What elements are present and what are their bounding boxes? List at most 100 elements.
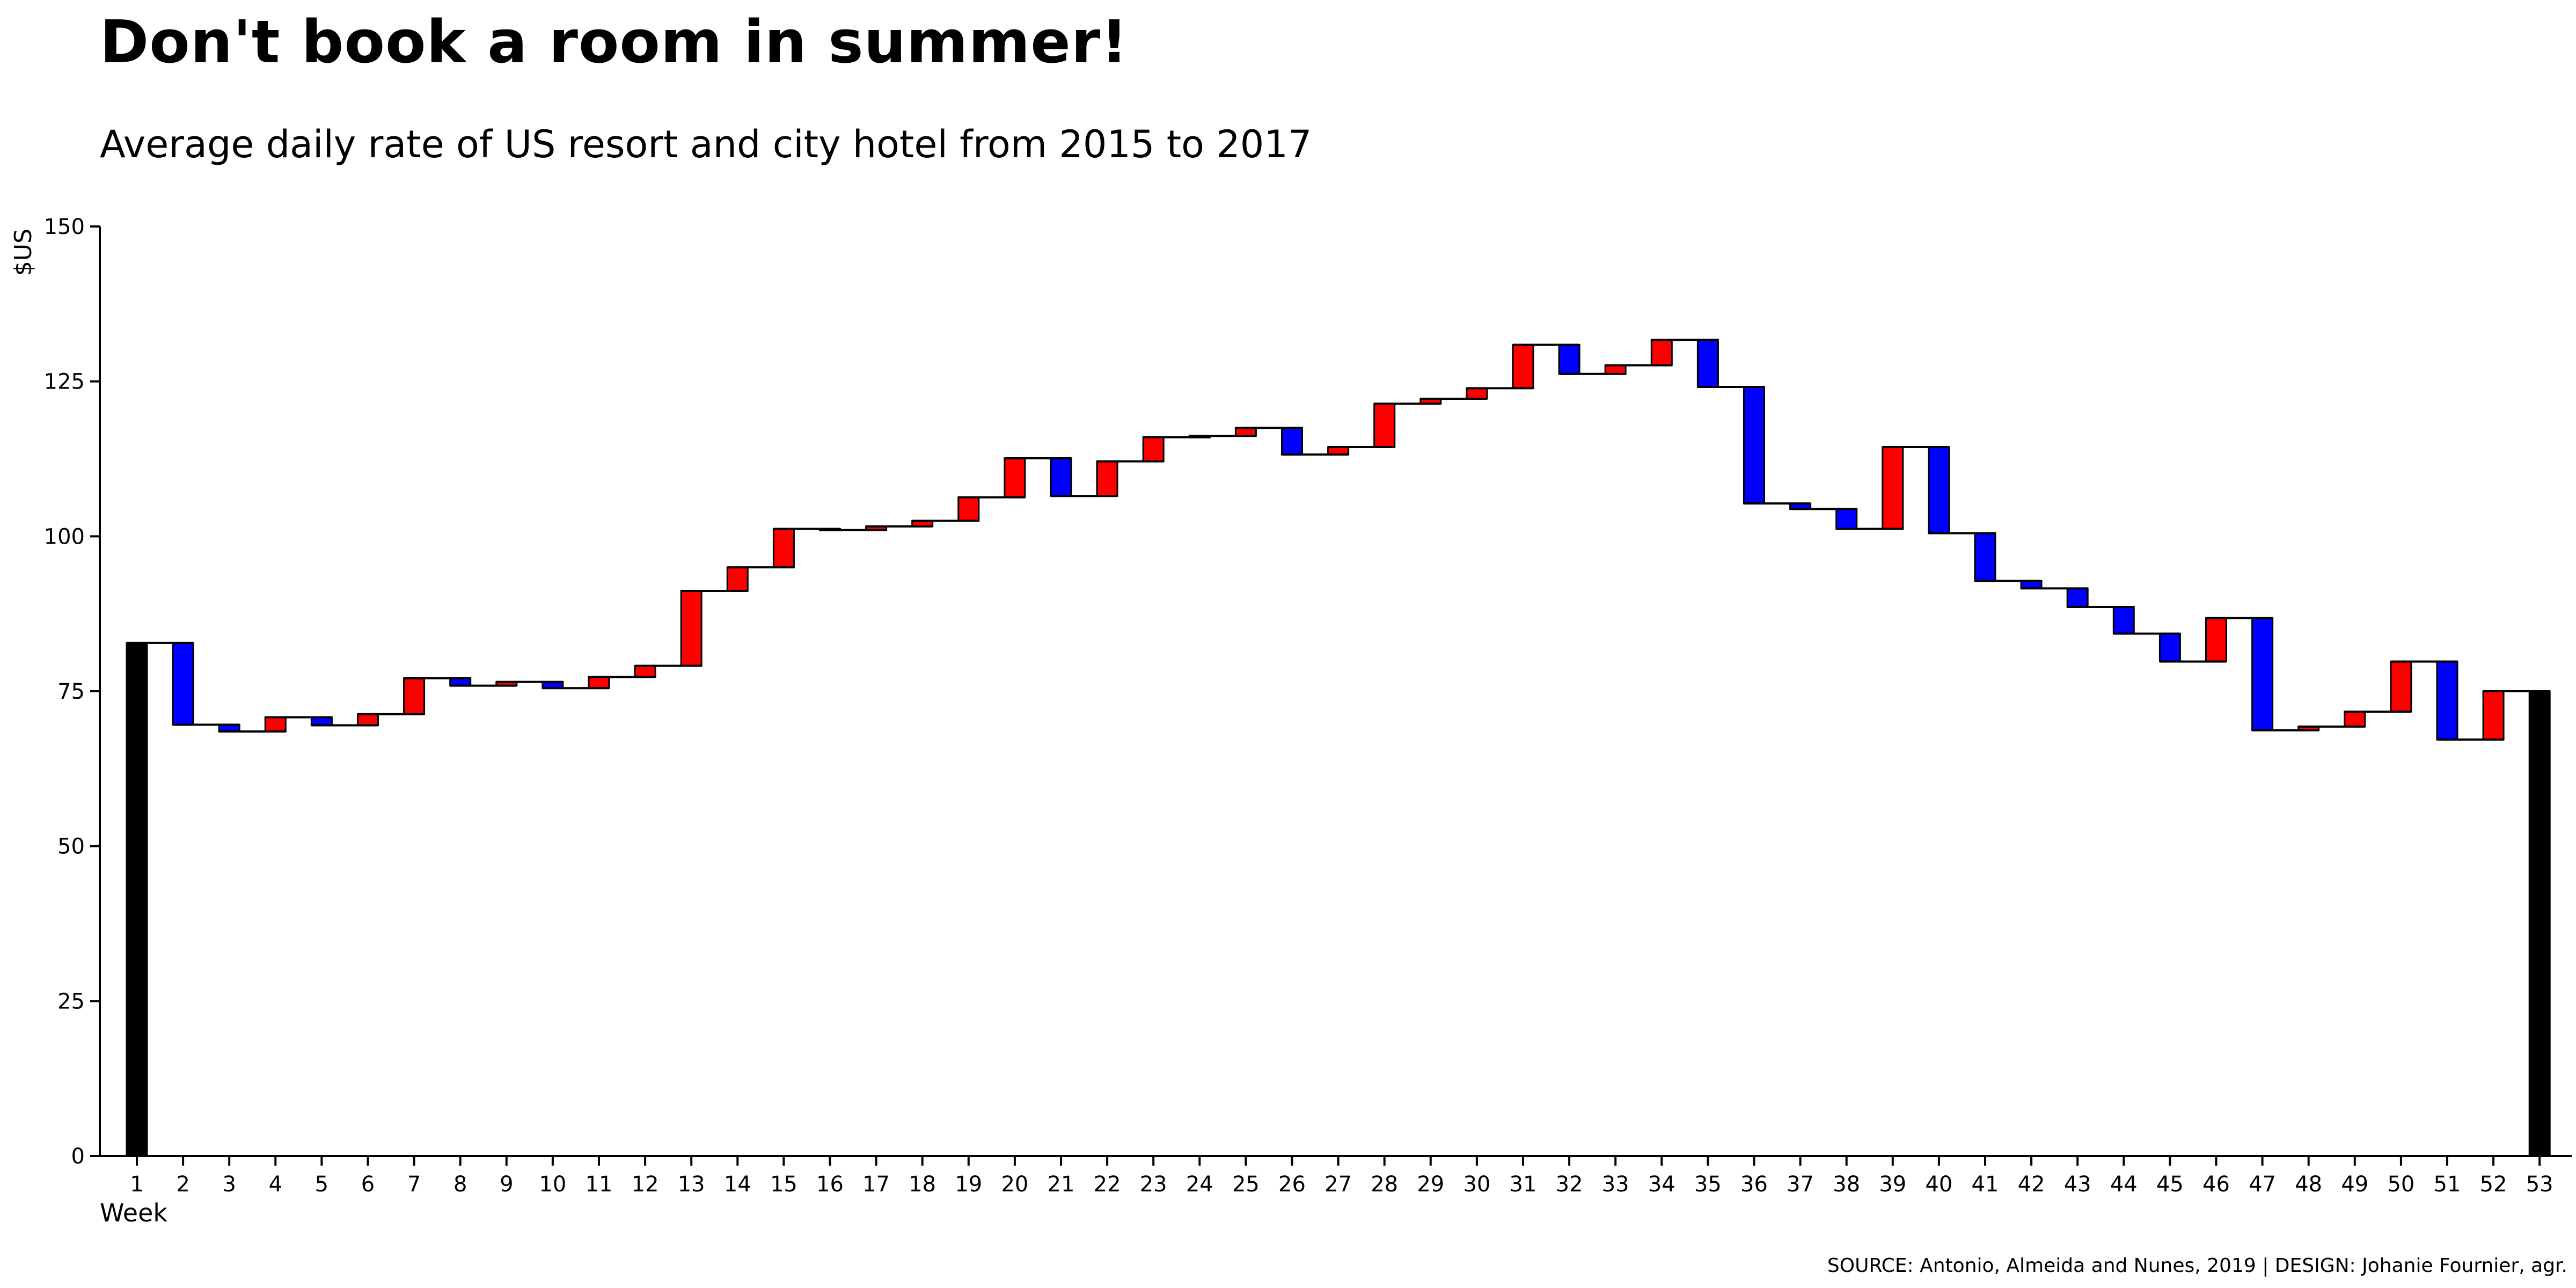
increase-bar [2390, 661, 2412, 713]
x-axis-label: Week [100, 1198, 167, 1227]
x-tick-label: 34 [1648, 1172, 1675, 1197]
x-tick-label: 23 [1140, 1172, 1167, 1197]
y-tick-label: 125 [44, 370, 85, 394]
y-axis-label: $US [10, 229, 37, 276]
x-tick-label: 38 [1833, 1172, 1860, 1197]
x-tick-label: 27 [1324, 1172, 1352, 1197]
increase-bar [1096, 460, 1118, 497]
decrease-bar [2020, 580, 2043, 589]
x-tick-label: 19 [955, 1172, 982, 1197]
decrease-bar [1558, 344, 1580, 375]
increase-bar [957, 496, 980, 522]
x-tick-label: 37 [1787, 1172, 1814, 1197]
increase-bar [2482, 690, 2505, 741]
x-tick-label: 32 [1556, 1172, 1583, 1197]
increase-bar [1004, 457, 1026, 499]
x-tick-label: 7 [407, 1172, 421, 1197]
x-tick-label: 35 [1694, 1172, 1722, 1197]
x-tick-label: 44 [2110, 1172, 2138, 1197]
x-tick-label: 46 [2202, 1172, 2230, 1197]
increase-bar [1650, 339, 1673, 367]
x-tick-label: 14 [724, 1172, 751, 1197]
increase-bar [588, 676, 610, 689]
x-tick-label: 13 [678, 1172, 705, 1197]
x-tick-label: 2 [176, 1172, 189, 1197]
total-bar [2528, 690, 2551, 1157]
decrease-bar [1974, 532, 1996, 582]
x-tick-label: 39 [1879, 1172, 1906, 1197]
decrease-bar [2251, 617, 2274, 731]
x-tick-label: 36 [1740, 1172, 1768, 1197]
x-tick-label: 41 [1972, 1172, 1999, 1197]
decrease-bar [310, 716, 333, 727]
x-tick-label: 30 [1463, 1172, 1490, 1197]
x-tick-label: 42 [2018, 1172, 2045, 1197]
increase-bar [264, 716, 287, 733]
increase-bar [1882, 446, 1904, 530]
x-tick-label: 29 [1417, 1172, 1444, 1197]
x-tick-label: 53 [2526, 1172, 2553, 1197]
chart-title: Don't book a room in summer! [100, 8, 1129, 76]
x-tick-label: 33 [1602, 1172, 1629, 1197]
x-tick-label: 28 [1371, 1172, 1398, 1197]
decrease-bar [1743, 386, 1765, 504]
x-tick-label: 52 [2480, 1172, 2507, 1197]
x-tick-label: 24 [1186, 1172, 1213, 1197]
decrease-bar [2158, 633, 2181, 663]
decrease-bar [1050, 457, 1072, 497]
x-tick-label: 3 [222, 1172, 236, 1197]
x-tick-label: 6 [361, 1172, 375, 1197]
x-tick-label: 51 [2434, 1172, 2461, 1197]
decrease-bar [1696, 339, 1719, 388]
x-tick-label: 22 [1094, 1172, 1121, 1197]
x-tick-label: 47 [2249, 1172, 2276, 1197]
x-tick-label: 9 [500, 1172, 513, 1197]
x-tick-label: 25 [1232, 1172, 1260, 1197]
y-tick-label: 150 [44, 215, 85, 239]
increase-bar [1512, 344, 1534, 389]
increase-bar [2205, 617, 2227, 663]
x-tick-label: 21 [1048, 1172, 1075, 1197]
increase-bar [1327, 446, 1350, 456]
x-tick-label: 1 [130, 1172, 143, 1197]
decrease-bar [1928, 446, 1950, 535]
x-tick-label: 17 [862, 1172, 890, 1197]
y-tick-label: 50 [57, 835, 85, 859]
x-tick-label: 4 [269, 1172, 282, 1197]
increase-bar [772, 528, 795, 568]
increase-bar [1604, 364, 1627, 375]
decrease-bar [1835, 508, 1858, 530]
y-tick-label: 75 [57, 679, 85, 704]
decrease-bar [172, 642, 194, 726]
x-tick-label: 49 [2341, 1172, 2368, 1197]
x-tick-label: 15 [770, 1172, 797, 1197]
x-tick-label: 50 [2387, 1172, 2414, 1197]
y-tick-label: 0 [71, 1144, 85, 1169]
x-tick-label: 5 [315, 1172, 328, 1197]
x-tick-label: 20 [1001, 1172, 1028, 1197]
x-tick-label: 16 [816, 1172, 844, 1197]
x-tick-label: 40 [1925, 1172, 1952, 1197]
source-credit: SOURCE: Antonio, Almeida and Nunes, 2019… [1827, 1255, 2567, 1277]
increase-bar [2344, 711, 2366, 728]
increase-bar [1373, 402, 1396, 448]
x-tick-label: 31 [1510, 1172, 1537, 1197]
increase-bar [1466, 387, 1488, 400]
increase-bar [1234, 427, 1257, 437]
x-tick-label: 48 [2295, 1172, 2322, 1197]
increase-bar [680, 590, 702, 667]
x-tick-label: 10 [539, 1172, 566, 1197]
x-tick-label: 12 [632, 1172, 659, 1197]
increase-bar [403, 677, 426, 715]
x-tick-label: 43 [2064, 1172, 2091, 1197]
x-tick-label: 45 [2156, 1172, 2184, 1197]
decrease-bar [2436, 661, 2458, 741]
increase-bar [1142, 436, 1165, 463]
decrease-bar [1281, 427, 1303, 456]
decrease-bar [449, 677, 472, 687]
y-tick-label: 25 [57, 989, 85, 1014]
increase-bar [634, 665, 656, 678]
increase-bar [357, 713, 379, 727]
decrease-bar [2066, 587, 2089, 608]
